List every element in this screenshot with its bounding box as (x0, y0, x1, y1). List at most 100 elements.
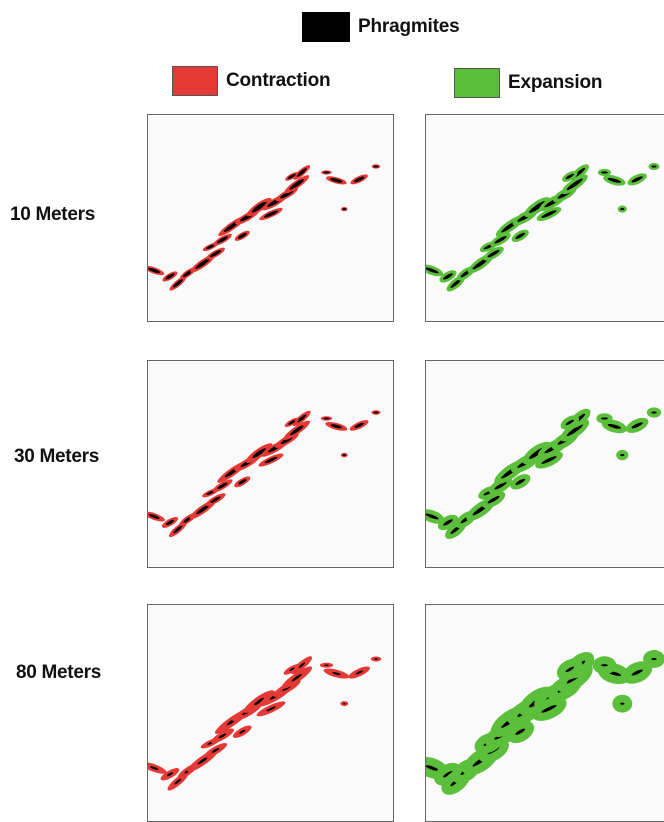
panel-30m-expansion (425, 360, 664, 568)
phragmites-patch (298, 662, 306, 669)
legend-expansion-label: Expansion (508, 72, 603, 93)
phragmites-patch (541, 210, 557, 218)
panel-30m-contraction (147, 360, 394, 568)
phragmites-patch (600, 417, 608, 420)
legend-phragmites: Phragmites (302, 12, 460, 42)
legend-contraction: Contraction (172, 66, 331, 96)
map-80m-contraction (148, 656, 382, 791)
phragmites-patch (173, 525, 183, 534)
phragmites-patch (651, 657, 657, 661)
phragmites-patch (217, 482, 228, 489)
phragmites-patch (264, 210, 278, 218)
phragmites-patch (354, 422, 364, 428)
phragmites-patch (631, 422, 643, 429)
phragmites-patch (330, 178, 343, 183)
phragmites-patch (332, 671, 341, 676)
phragmites-patch (620, 453, 625, 457)
phragmites-patch (443, 519, 453, 526)
phragmites-patch (254, 697, 265, 706)
panel-80m-expansion (425, 604, 664, 822)
phragmites-patch (651, 411, 657, 414)
phragmites-patch (529, 201, 546, 213)
phragmites-patch (651, 165, 657, 168)
phragmites-patch (620, 702, 625, 705)
expansion-swatch (454, 68, 500, 98)
phragmites-patch (353, 176, 365, 183)
phragmites-patch (323, 417, 330, 420)
panel-80m-contraction (147, 604, 394, 822)
row-label-30m: 30 Meters (14, 446, 99, 467)
phragmites-patch (148, 267, 161, 274)
phragmites-patch (541, 705, 557, 713)
phragmites-patch (565, 666, 575, 673)
phragmites-patch (487, 249, 500, 258)
phragmites-patch (515, 728, 526, 735)
phragmites-patch (210, 496, 221, 503)
phragmites-patch (195, 504, 210, 515)
phragmites-patch (515, 232, 526, 239)
row-label-80m: 80 Meters (16, 662, 101, 683)
phragmites-patch (600, 171, 608, 174)
phragmites-patch (297, 414, 307, 423)
phragmites-patch (515, 478, 526, 485)
phragmites-patch (287, 173, 296, 179)
phragmites-patch (195, 258, 211, 269)
phragmites-patch (343, 702, 346, 705)
phragmites-patch (323, 171, 330, 174)
map-10m-contraction (148, 164, 381, 291)
phragmites-patch (487, 495, 500, 504)
phragmites-patch (165, 273, 175, 280)
phragmites-patch (443, 273, 453, 280)
phragmites-patch (342, 454, 347, 457)
phragmites-patch (172, 279, 183, 288)
phragmites-patch (251, 201, 267, 213)
phragmites-patch (566, 424, 583, 437)
phragmites-patch (183, 269, 193, 277)
phragmites-patch (472, 257, 489, 270)
phragmites-patch (166, 772, 173, 777)
phragmites-patch (620, 207, 625, 211)
phragmites-patch (494, 236, 507, 244)
legend-contraction-label: Contraction (226, 70, 331, 91)
phragmites-patch (607, 177, 622, 183)
phragmites-patch (252, 448, 266, 458)
phragmites-patch (197, 757, 208, 765)
phragmites-patch (238, 479, 247, 485)
phragmites-patch (373, 165, 379, 168)
phragmites-patch (289, 667, 295, 672)
phragmites-patch (291, 674, 302, 682)
phragmites-patch (216, 236, 229, 244)
phragmites-patch (631, 669, 643, 676)
phragmites-patch (289, 179, 305, 190)
legend-phragmites-label: Phragmites (358, 16, 460, 37)
phragmites-patch (426, 765, 439, 771)
legend-expansion: Expansion (454, 68, 602, 98)
phragmites-patch (631, 176, 643, 183)
contraction-swatch (172, 66, 218, 96)
panel-10m-contraction (147, 114, 394, 322)
phragmites-patch (330, 424, 342, 429)
phragmites-patch (165, 519, 175, 526)
phragmites-patch (450, 278, 462, 288)
phragmites-patch (565, 173, 575, 180)
phragmites-patch (342, 207, 347, 211)
phragmites-patch (541, 456, 557, 464)
phragmites-patch (266, 706, 276, 712)
map-10m-expansion (426, 162, 660, 292)
phragmites-patch (264, 456, 278, 464)
panel-10m-expansion (425, 114, 664, 322)
phragmites-patch (494, 482, 507, 490)
phragmites-patch (373, 411, 379, 414)
phragmites-swatch (302, 12, 350, 42)
phragmites-patch (355, 670, 363, 675)
map-30m-contraction (148, 410, 381, 538)
phragmites-patch (426, 513, 439, 520)
phragmites-patch (211, 748, 220, 753)
phragmites-patch (443, 771, 453, 778)
phragmites-patch (290, 425, 304, 436)
phragmites-patch (150, 766, 159, 770)
phragmites-patch (601, 664, 608, 667)
phragmites-patch (426, 267, 439, 274)
map-80m-expansion (426, 650, 664, 795)
phragmites-patch (218, 733, 227, 739)
